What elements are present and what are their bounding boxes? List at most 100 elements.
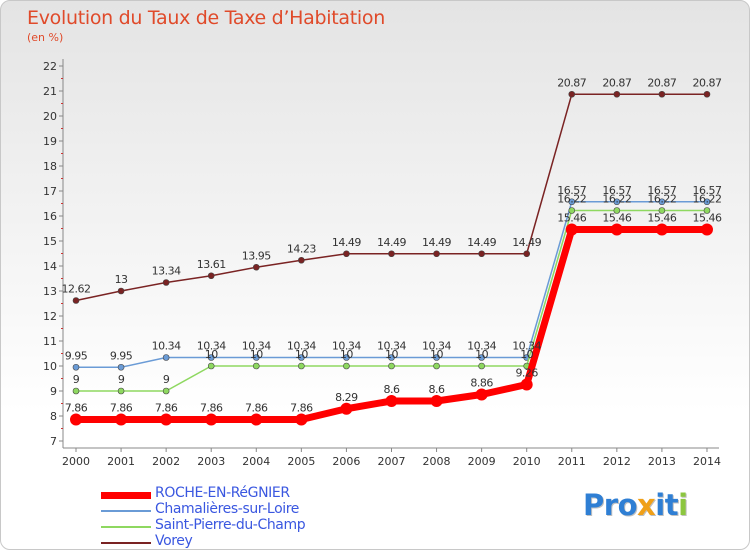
data-point [613, 198, 621, 206]
data-point [568, 198, 576, 206]
data-label: 20.87 [647, 76, 676, 89]
data-label: 13 [115, 273, 128, 286]
data-label: 10.34 [197, 340, 226, 353]
data-label: 10.34 [512, 340, 541, 353]
data-label: 8.6 [383, 383, 399, 396]
y-tick-label: 11 [43, 335, 57, 348]
data-point [115, 413, 128, 426]
data-point [70, 413, 82, 426]
data-label: 10.34 [152, 340, 181, 353]
x-tick-label: 2011 [558, 455, 586, 468]
y-tick-label: 10 [43, 360, 57, 373]
x-tick-label: 2012 [603, 455, 631, 468]
data-point [162, 279, 170, 286]
data-label: 20.87 [692, 76, 721, 89]
data-point [658, 207, 666, 214]
y-tick-label: 22 [43, 60, 57, 73]
data-point [117, 387, 125, 395]
data-point [162, 354, 170, 361]
legend-item: Chamalières-sur-Loire [101, 501, 361, 519]
data-labels: 7.86 7.86 7.86 7.86 7.86 7.86 8.29 8.6 8.6 8.86 9.… [62, 76, 723, 415]
data-point [433, 362, 440, 370]
logo-letter: P [583, 488, 604, 522]
data-label: 10 [430, 348, 443, 361]
data-label: 10 [250, 348, 263, 361]
data-label: 8.6 [429, 383, 445, 396]
data-point [117, 363, 125, 371]
data-label: 14.49 [332, 236, 361, 249]
data-label: 13.34 [152, 265, 181, 278]
legend-item: Vorey [101, 533, 361, 549]
data-point [703, 207, 711, 214]
data-point [613, 207, 621, 214]
legend-swatch [101, 526, 151, 528]
legend-item: ROCHE-EN-RéGNIER [101, 485, 361, 503]
x-tick-label: 2006 [332, 455, 360, 468]
data-point [252, 354, 260, 361]
data-label: 10.34 [377, 340, 406, 353]
legend-swatch [101, 491, 151, 499]
data-label: 10.34 [467, 340, 496, 353]
proxiti-logo: Proxiti [583, 488, 688, 522]
data-label: 16.22 [602, 193, 631, 206]
data-point [613, 90, 621, 98]
data-label: 10.34 [242, 340, 271, 353]
data-point [385, 395, 398, 407]
data-label: 9.95 [65, 349, 88, 362]
x-tick-label: 2005 [287, 455, 315, 468]
data-label: 10 [205, 348, 218, 361]
data-label: 9.95 [110, 349, 133, 362]
data-label: 10 [295, 348, 308, 361]
data-label: 20.87 [602, 76, 631, 89]
data-point [72, 297, 80, 304]
legend-swatch [101, 510, 151, 512]
y-tick-label: 16 [43, 210, 57, 223]
data-point [610, 223, 623, 236]
data-point [72, 363, 80, 371]
x-tick-label: 2007 [377, 455, 405, 468]
x-tick-label: 2003 [197, 455, 225, 468]
data-point [160, 413, 173, 426]
y-tick-label: 21 [43, 85, 57, 98]
data-point [343, 250, 350, 258]
data-label: 16.22 [557, 193, 586, 206]
x-tick-label: 2008 [423, 455, 451, 468]
y-tick-label: 20 [43, 110, 57, 123]
data-label: 14.49 [512, 236, 541, 249]
data-point [478, 362, 485, 370]
logo-letter: i [655, 488, 665, 522]
data-label: 10.34 [287, 340, 316, 353]
legend-label: ROCHE-EN-RéGNIER [155, 485, 290, 501]
logo-letter: x [637, 488, 656, 522]
data-label: 10.34 [332, 340, 361, 353]
y-tick-label: 12 [43, 310, 57, 323]
data-label: 7.86 [290, 402, 313, 415]
data-label: 13.61 [197, 258, 226, 271]
data-point [565, 223, 578, 236]
data-point [72, 387, 80, 395]
data-point [388, 354, 395, 361]
data-label: 14.49 [422, 236, 451, 249]
data-point [343, 354, 350, 361]
data-point [252, 362, 260, 370]
data-label: 7.86 [245, 402, 268, 415]
data-label: 9 [163, 373, 170, 386]
data-label: 9.26 [515, 367, 538, 380]
data-label: 14.23 [287, 242, 316, 255]
data-point [700, 223, 713, 236]
data-point [388, 250, 395, 258]
x-tick-label: 2004 [242, 455, 270, 468]
data-point [523, 250, 531, 258]
y-tick-label: 13 [43, 285, 57, 298]
chart-subtitle: (en %) [27, 31, 64, 44]
data-label: 7.86 [155, 402, 178, 415]
data-label: 15.46 [647, 212, 676, 225]
data-label: 8.86 [470, 377, 493, 390]
data-point [655, 223, 668, 236]
y-tick-label: 17 [43, 185, 57, 198]
data-point [658, 198, 666, 206]
series-lines [70, 90, 713, 426]
data-point [433, 250, 440, 258]
y-tick-label: 14 [43, 260, 57, 273]
